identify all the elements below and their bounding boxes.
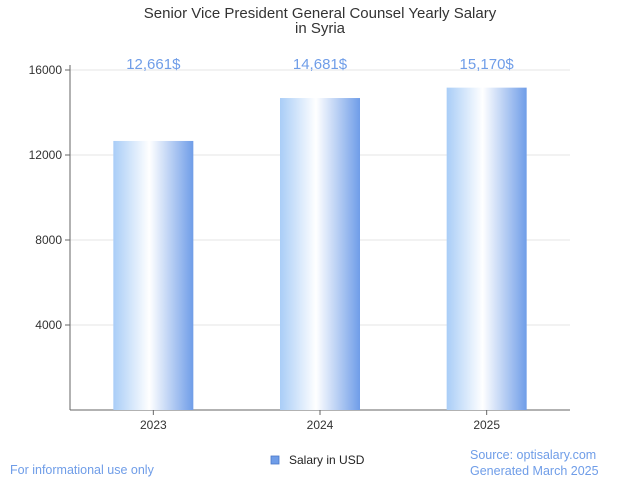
data-labels: 12,661$ 14,681$ 15,170$ [126, 56, 514, 73]
bars [113, 87, 527, 411]
disclaimer-text: For informational use only [10, 463, 154, 477]
chart-title-line-2: in Syria [295, 20, 346, 37]
bar-2023 [113, 140, 194, 411]
y-tick-label: 8000 [35, 233, 62, 247]
x-tick-label: 2024 [307, 418, 334, 432]
x-tick-label: 2023 [140, 418, 167, 432]
source-note: Source: optisalary.com Generated March 2… [470, 447, 599, 479]
bar-2024 [280, 98, 360, 410]
legend-swatch [270, 455, 280, 465]
generated-text: Generated March 2025 [470, 464, 599, 478]
bar-2025 [446, 87, 527, 410]
data-label-2023: 12,661$ [126, 56, 181, 73]
legend: Salary in USD [270, 453, 365, 467]
legend-label: Salary in USD [289, 453, 365, 467]
data-label-2025: 15,170$ [460, 56, 515, 73]
source-text: Source: optisalary.com [470, 448, 597, 462]
y-tick-label: 12000 [29, 148, 63, 162]
chart-title-line-1: Senior Vice President General Counsel Ye… [144, 5, 497, 22]
y-tick-label: 4000 [35, 318, 62, 332]
x-tick-label: 2025 [473, 418, 500, 432]
data-label-2024: 14,681$ [293, 56, 348, 73]
y-tick-label: 16000 [29, 63, 63, 77]
